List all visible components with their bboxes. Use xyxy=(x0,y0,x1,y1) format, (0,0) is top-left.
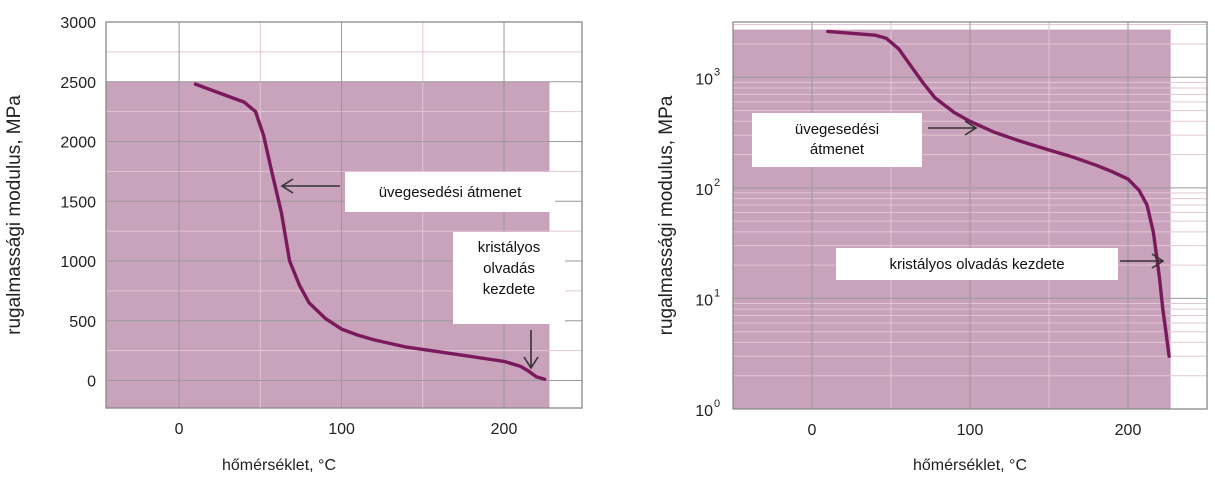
annotation-text: kezdete xyxy=(483,281,536,298)
annotation-box xyxy=(345,172,555,212)
x-tick-label: 200 xyxy=(491,421,518,438)
annotation: kristályos olvadás kezdete xyxy=(453,232,565,370)
y-tick-exponent: 3 xyxy=(714,66,720,78)
arrow-head xyxy=(964,120,978,136)
annotation: kristályos olvadás kezdete xyxy=(836,248,1165,280)
annotation-text: átmenet xyxy=(810,141,865,158)
x-axis-label: hőmérséklet, °C xyxy=(222,457,336,473)
arrow-head xyxy=(280,178,294,194)
arrow-head xyxy=(523,356,539,370)
y-tick-exponent: 2 xyxy=(714,177,720,189)
y-tick-label: 10 xyxy=(695,71,713,88)
modulus-curve xyxy=(826,29,1171,358)
annotation-box xyxy=(836,248,1118,280)
y-tick-label: 10 xyxy=(695,403,713,420)
y-tick-label: 2500 xyxy=(60,75,96,92)
y-tick-label: 0 xyxy=(87,374,96,391)
y-axis-label: rugalmassági modulus, MPa xyxy=(4,95,25,335)
plot-frame xyxy=(732,21,1208,410)
y-tick-exponent: 1 xyxy=(714,287,720,299)
y-tick-label: 3000 xyxy=(60,15,96,32)
y-tick-label: 1500 xyxy=(60,194,96,211)
annotation-box xyxy=(752,113,922,167)
chart-linear: 0 100 200050010001500200025003000hőmérsékl… xyxy=(4,15,583,474)
annotation-text: üvegesedési xyxy=(795,121,879,138)
y-tick-label: 10 xyxy=(695,292,713,309)
x-tick-label: 0 xyxy=(808,422,817,439)
annotation: üvegesedési átmenet xyxy=(280,172,555,212)
annotation: üvegesedési átmenet xyxy=(752,113,978,167)
x-tick-label: 200 xyxy=(1115,422,1142,439)
annotation-box xyxy=(453,232,565,324)
y-tick-label: 10 xyxy=(695,182,713,199)
x-tick-label: 100 xyxy=(328,421,355,438)
annotation-text: kristályos olvadás kezdete xyxy=(889,256,1064,273)
y-tick-label: 2000 xyxy=(60,135,96,152)
annotation-text: olvadás xyxy=(483,260,535,277)
grid xyxy=(106,21,582,408)
x-tick-label: 0 xyxy=(175,421,184,438)
plot-frame xyxy=(105,21,583,409)
y-tick-label: 1000 xyxy=(60,254,96,271)
x-axis-label: hőmérséklet, °C xyxy=(913,457,1027,473)
y-tick-exponent: 0 xyxy=(714,398,720,410)
x-tick-label: 100 xyxy=(957,422,984,439)
annotation-text: üvegesedési átmenet xyxy=(379,184,522,201)
annotation-text: kristályos xyxy=(478,239,541,256)
shaded-region xyxy=(733,29,1171,409)
y-axis-label: rugalmassági modulus, MPa xyxy=(656,95,677,335)
modulus-curve xyxy=(193,82,547,381)
arrow-head xyxy=(1151,253,1165,269)
y-tick-label: 500 xyxy=(69,314,96,331)
